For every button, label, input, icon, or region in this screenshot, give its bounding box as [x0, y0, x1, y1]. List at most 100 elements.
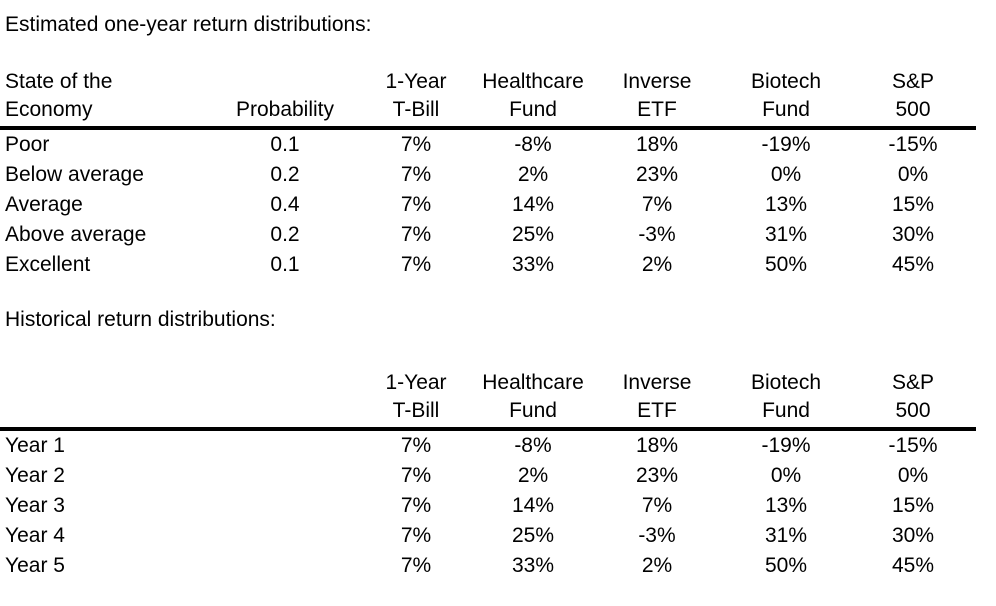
- cell-inverse-etf: -3%: [638, 524, 676, 547]
- table-row: Year 1 7% -8% 18% -19% -15%: [0, 429, 976, 461]
- cell-healthcare: 25%: [511, 524, 555, 547]
- cell-probability: 0.1: [270, 133, 300, 156]
- estimated-returns-title: Estimated one-year return distributions:: [5, 13, 372, 36]
- header-line: ETF: [637, 399, 677, 422]
- table-row: Above average 0.2 7% 25% -3% 31% 30%: [0, 220, 976, 250]
- estimated-table-body: Poor 0.1 7% -8% 18% -19% -15% Below aver…: [0, 128, 976, 280]
- cell-sp500: 15%: [891, 193, 935, 216]
- header-line: 500: [895, 399, 931, 422]
- header-line: Fund: [762, 98, 810, 121]
- historical-table-header: 1-Year T-Bill Healthcare Fund Inverse ET…: [0, 369, 976, 431]
- cell-tbill: 7%: [400, 554, 432, 577]
- cell-biotech: 31%: [764, 524, 808, 547]
- cell-year: Year 5: [5, 554, 65, 577]
- header-sp500: S&P 500: [850, 68, 976, 130]
- cell-year: Year 4: [5, 524, 65, 547]
- historical-returns-title: Historical return distributions:: [5, 308, 276, 331]
- header-sp500: S&P 500: [850, 369, 976, 431]
- cell-sp500: 30%: [891, 524, 935, 547]
- cell-sp500: 45%: [891, 554, 935, 577]
- cell-blank: [212, 429, 358, 461]
- cell-biotech: 31%: [764, 223, 808, 246]
- table-row: Year 3 7% 14% 7% 13% 15%: [0, 491, 976, 521]
- cell-tbill: 7%: [400, 133, 432, 156]
- cell-year: Year 1: [5, 434, 65, 457]
- header-line: Healthcare: [482, 371, 584, 394]
- cell-probability: 0.2: [270, 163, 300, 186]
- cell-blank: [212, 461, 358, 491]
- cell-biotech: -19%: [761, 434, 811, 457]
- cell-healthcare: 14%: [511, 193, 555, 216]
- header-healthcare-fund: Healthcare Fund: [474, 68, 592, 130]
- cell-biotech: 13%: [764, 494, 808, 517]
- header-healthcare-fund: Healthcare Fund: [474, 369, 592, 431]
- header-line: Economy: [5, 98, 93, 121]
- cell-healthcare: 2%: [517, 464, 549, 487]
- cell-blank: [212, 491, 358, 521]
- estimated-table-header: State of the Economy Probability 1-Year …: [0, 68, 976, 130]
- cell-inverse-etf: -3%: [638, 223, 676, 246]
- table-row: Average 0.4 7% 14% 7% 13% 15%: [0, 190, 976, 220]
- table-row: Year 2 7% 2% 23% 0% 0%: [0, 461, 976, 491]
- historical-returns-table: 1-Year T-Bill Healthcare Fund Inverse ET…: [0, 369, 976, 581]
- estimated-returns-table: State of the Economy Probability 1-Year …: [0, 68, 976, 280]
- cell-sp500: 0%: [897, 464, 929, 487]
- header-line: T-Bill: [392, 399, 440, 422]
- cell-healthcare: 33%: [511, 253, 555, 276]
- header-line: Biotech: [750, 70, 822, 93]
- cell-state: Average: [5, 193, 83, 216]
- header-1year-tbill: 1-Year T-Bill: [358, 369, 474, 431]
- header-line: ETF: [637, 98, 677, 121]
- cell-sp500: 30%: [891, 223, 935, 246]
- cell-biotech: 50%: [764, 253, 808, 276]
- cell-probability: 0.4: [270, 193, 300, 216]
- header-line: Healthcare: [482, 70, 584, 93]
- table-row: Excellent 0.1 7% 33% 2% 50% 45%: [0, 250, 976, 280]
- cell-sp500: 0%: [897, 163, 929, 186]
- header-row: State of the Economy Probability 1-Year …: [0, 68, 976, 130]
- header-line: 1-Year: [385, 70, 447, 93]
- header-line: S&P: [891, 371, 935, 394]
- cell-year: Year 2: [5, 464, 65, 487]
- header-state-of-economy: State of the Economy: [0, 68, 212, 130]
- cell-tbill: 7%: [400, 494, 432, 517]
- header-line: Inverse: [622, 371, 692, 394]
- cell-tbill: 7%: [400, 434, 432, 457]
- cell-tbill: 7%: [400, 163, 432, 186]
- cell-biotech: 50%: [764, 554, 808, 577]
- cell-state: Below average: [5, 163, 144, 186]
- cell-state: Excellent: [5, 253, 91, 276]
- cell-healthcare: 33%: [511, 554, 555, 577]
- header-probability: Probability: [212, 68, 358, 130]
- header-line: T-Bill: [392, 98, 440, 121]
- cell-healthcare: -8%: [514, 133, 552, 156]
- cell-inverse-etf: 7%: [641, 193, 673, 216]
- cell-probability: 0.2: [270, 223, 300, 246]
- cell-healthcare: 14%: [511, 494, 555, 517]
- table-row: Year 4 7% 25% -3% 31% 30%: [0, 521, 976, 551]
- cell-inverse-etf: 2%: [641, 253, 673, 276]
- cell-healthcare: -8%: [514, 434, 552, 457]
- cell-biotech: 0%: [770, 163, 802, 186]
- cell-probability: 0.1: [270, 253, 300, 276]
- cell-sp500: -15%: [888, 434, 938, 457]
- header-line: Probability: [235, 98, 335, 121]
- header-line: Fund: [509, 98, 557, 121]
- cell-year: Year 3: [5, 494, 65, 517]
- header-line: Fund: [762, 399, 810, 422]
- cell-sp500: -15%: [888, 133, 938, 156]
- cell-biotech: 13%: [764, 193, 808, 216]
- cell-biotech: 0%: [770, 464, 802, 487]
- cell-sp500: 45%: [891, 253, 935, 276]
- header-line: Biotech: [750, 371, 822, 394]
- header-biotech-fund: Biotech Fund: [722, 369, 850, 431]
- header-blank: [0, 369, 212, 431]
- cell-tbill: 7%: [400, 464, 432, 487]
- header-line: State of the: [5, 70, 113, 93]
- cell-inverse-etf: 23%: [635, 163, 679, 186]
- cell-sp500: 15%: [891, 494, 935, 517]
- cell-inverse-etf: 2%: [641, 554, 673, 577]
- header-inverse-etf: Inverse ETF: [592, 369, 722, 431]
- table-row: Year 5 7% 33% 2% 50% 45%: [0, 551, 976, 581]
- cell-inverse-etf: 18%: [635, 434, 679, 457]
